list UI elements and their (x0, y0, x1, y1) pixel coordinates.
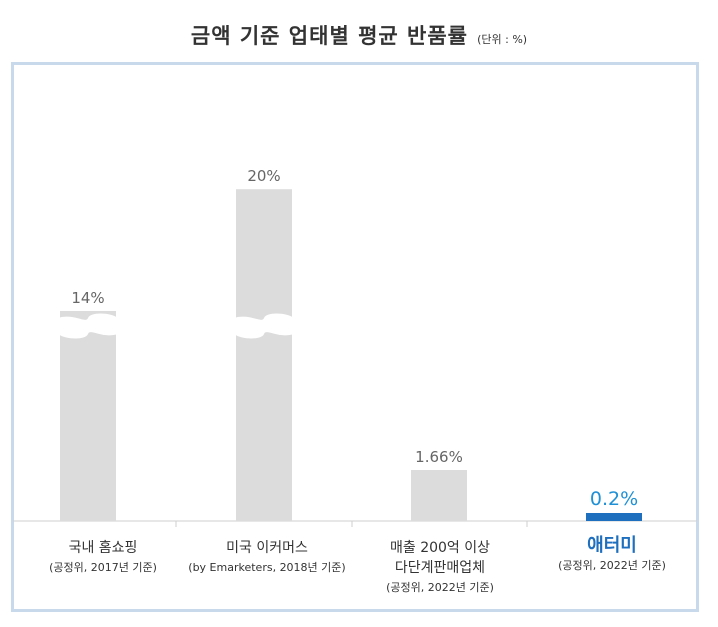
bar-4 (586, 513, 642, 521)
category-label-us-ecommerce: 미국 이커머스 (by Emarketers, 2018년 기준) (178, 538, 356, 578)
category-source: (공정위, 2017년 기준) (49, 561, 157, 574)
category-source: (공정위, 2022년 기준) (558, 559, 666, 572)
category-source: (by Emarketers, 2018년 기준) (188, 561, 346, 574)
bar-3 (411, 470, 467, 521)
unit-note: (단위 : %) (477, 33, 528, 46)
category-label-domestic-homeshopping: 국내 홈쇼핑 (공정위, 2017년 기준) (28, 538, 178, 578)
value-label-2: 20% (247, 167, 280, 185)
category-name-line2: 다단계판매업체 (394, 560, 486, 576)
chart-title-row: 금액 기준 업태별 평균 반품률 (단위 : %) (0, 20, 718, 50)
value-label-3: 1.66% (415, 448, 463, 466)
category-name: 국내 홈쇼핑 (68, 540, 138, 556)
category-label-atomy: 애터미 (공정위, 2022년 기준) (527, 536, 697, 576)
bar-2 (236, 189, 292, 521)
category-name-line1: 매출 200억 이상 (389, 540, 491, 556)
category-name-highlight: 애터미 (587, 535, 637, 556)
value-label-1: 14% (71, 289, 104, 307)
category-name: 미국 이커머스 (226, 540, 308, 556)
axis-break-1 (58, 313, 118, 339)
category-label-multilevel-marketing: 매출 200억 이상 다단계판매업체 (공정위, 2022년 기준) (355, 538, 525, 598)
axis-break-2 (234, 313, 294, 339)
value-label-4: 0.2% (590, 488, 638, 510)
chart-title: 금액 기준 업태별 평균 반품률 (190, 24, 468, 48)
bar-1 (60, 311, 116, 521)
category-source: (공정위, 2022년 기준) (386, 581, 494, 594)
chart-frame (11, 62, 699, 612)
